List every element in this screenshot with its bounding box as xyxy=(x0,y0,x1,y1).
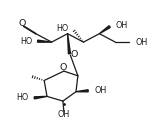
Text: OH: OH xyxy=(58,110,70,119)
Polygon shape xyxy=(99,26,110,34)
Polygon shape xyxy=(34,96,47,99)
Text: HO: HO xyxy=(57,24,69,33)
Polygon shape xyxy=(68,34,71,54)
Text: O: O xyxy=(71,50,78,59)
Text: OH: OH xyxy=(116,21,128,30)
Text: OH: OH xyxy=(136,38,148,47)
Polygon shape xyxy=(76,90,88,92)
Text: HO: HO xyxy=(20,37,32,46)
Text: OH: OH xyxy=(94,86,106,95)
Polygon shape xyxy=(38,40,52,42)
Text: HO: HO xyxy=(16,93,28,102)
Text: O: O xyxy=(59,63,67,72)
Text: O: O xyxy=(18,19,26,28)
